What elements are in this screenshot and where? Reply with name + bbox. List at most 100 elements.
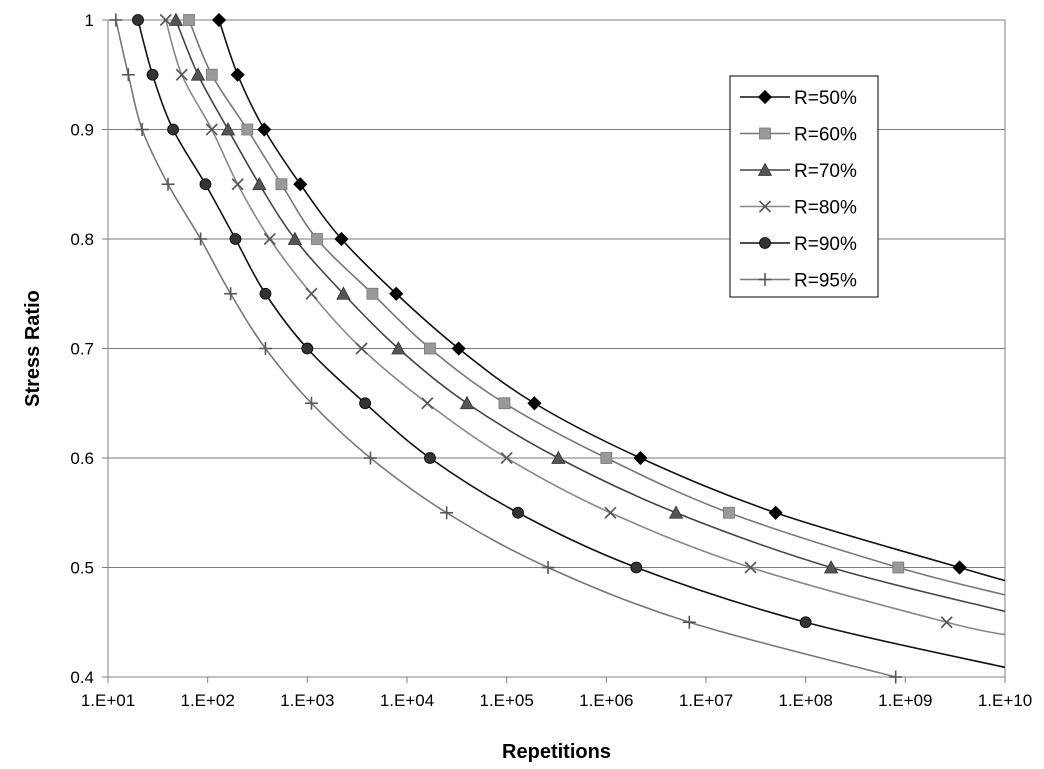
data-point	[355, 342, 368, 355]
data-point	[451, 341, 466, 356]
series-line	[218, 19, 1005, 582]
y-axis-ticks: 0.4 0.5 0.6 0.7 0.8 0.9 1	[70, 11, 108, 687]
data-point	[334, 231, 349, 247]
data-point	[633, 450, 648, 466]
data-point	[211, 12, 227, 28]
data-point	[889, 670, 903, 684]
series-line	[175, 19, 1005, 613]
data-point	[301, 342, 314, 355]
data-point	[424, 452, 436, 464]
x-axis-title: Repetitions	[502, 741, 611, 763]
y-tick-label: 0.9	[70, 121, 94, 140]
data-point	[275, 178, 288, 191]
x-tick-label: 1.E+05	[479, 691, 533, 710]
data-point	[498, 397, 511, 410]
data-point	[892, 561, 905, 574]
data-point	[366, 287, 379, 300]
x-tick-label: 1.E+01	[81, 691, 135, 710]
y-tick-label: 0.8	[70, 230, 94, 249]
x-tick-label: 1.E+08	[778, 691, 832, 710]
data-point	[205, 123, 218, 136]
data-point	[424, 342, 436, 355]
data-point	[263, 232, 276, 246]
data-point	[194, 232, 208, 246]
data-point	[304, 396, 318, 410]
y-tick-label: 1	[85, 11, 94, 30]
data-point	[161, 177, 175, 191]
data-point	[768, 505, 783, 520]
data-point	[823, 560, 839, 574]
series-line	[165, 19, 1005, 636]
x-tick-label: 1.E+07	[679, 691, 733, 710]
data-point	[359, 397, 372, 410]
data-point	[258, 342, 272, 355]
legend-marker	[758, 273, 772, 286]
data-point	[389, 286, 404, 301]
x-tick-label: 1.E+04	[380, 691, 434, 710]
data-point	[229, 233, 242, 245]
data-point	[132, 14, 144, 26]
data-point	[459, 395, 475, 410]
legend-label: R=50%	[794, 88, 857, 109]
data-point	[293, 177, 308, 192]
legend-box	[729, 75, 879, 298]
data-point	[168, 12, 184, 26]
legend-label: R=90%	[794, 234, 857, 255]
data-point	[551, 450, 566, 464]
data-point	[630, 561, 643, 574]
data-point	[541, 561, 555, 574]
series-60-group	[183, 14, 1005, 596]
series-90-group	[132, 14, 1005, 669]
series-95-group	[109, 13, 903, 684]
data-point	[220, 122, 236, 136]
legend-marker	[757, 162, 773, 176]
data-point	[259, 287, 272, 300]
legend-item: R=90%	[740, 234, 857, 255]
data-point	[723, 506, 735, 519]
data-point	[167, 123, 180, 136]
data-point	[257, 122, 272, 137]
x-tick-label: 1.E+09	[878, 691, 932, 710]
series-50-group	[211, 12, 1005, 582]
legend-label: R=70%	[794, 161, 857, 182]
data-point	[500, 451, 513, 465]
x-tick-label: 1.E+03	[280, 691, 334, 710]
legend-item: R=60%	[740, 125, 857, 146]
legend-marker	[757, 89, 773, 105]
data-point	[604, 506, 617, 519]
x-tick-label: 1.E+10	[978, 691, 1032, 710]
data-point	[363, 451, 377, 465]
x-tick-label: 1.E+02	[180, 691, 234, 710]
data-point	[421, 397, 434, 410]
data-point	[952, 560, 967, 575]
data-point	[175, 68, 188, 81]
data-point	[146, 68, 159, 81]
data-point	[305, 287, 318, 300]
series-group	[109, 12, 1005, 684]
series-70-group	[168, 12, 1005, 613]
x-axis-ticks: 1.E+01 1.E+02 1.E+03 1.E+04 1.E+05 1.E+06 1.E+…	[81, 677, 1032, 710]
data-point	[121, 68, 135, 82]
legend-item: R=50%	[740, 88, 857, 109]
data-point	[799, 616, 812, 629]
data-point	[252, 176, 267, 191]
data-point	[744, 561, 757, 574]
legend-item: R=70%	[740, 161, 857, 182]
legend-marker	[759, 237, 771, 249]
y-tick-label: 0.7	[70, 340, 94, 359]
data-point	[109, 13, 123, 27]
y-tick-label: 0.5	[70, 559, 94, 578]
data-point	[159, 13, 172, 27]
y-axis-title: Stress Ratio	[22, 290, 44, 407]
data-point	[135, 123, 149, 136]
data-point	[190, 67, 206, 81]
y-tick-label: 0.6	[70, 449, 94, 468]
x-tick-label: 1.E+06	[579, 691, 633, 710]
legend-marker	[758, 200, 772, 213]
legend-label: R=95%	[794, 271, 857, 292]
data-point	[336, 286, 351, 300]
legend-marker	[759, 127, 771, 140]
data-point	[311, 233, 323, 245]
data-point	[668, 505, 684, 519]
